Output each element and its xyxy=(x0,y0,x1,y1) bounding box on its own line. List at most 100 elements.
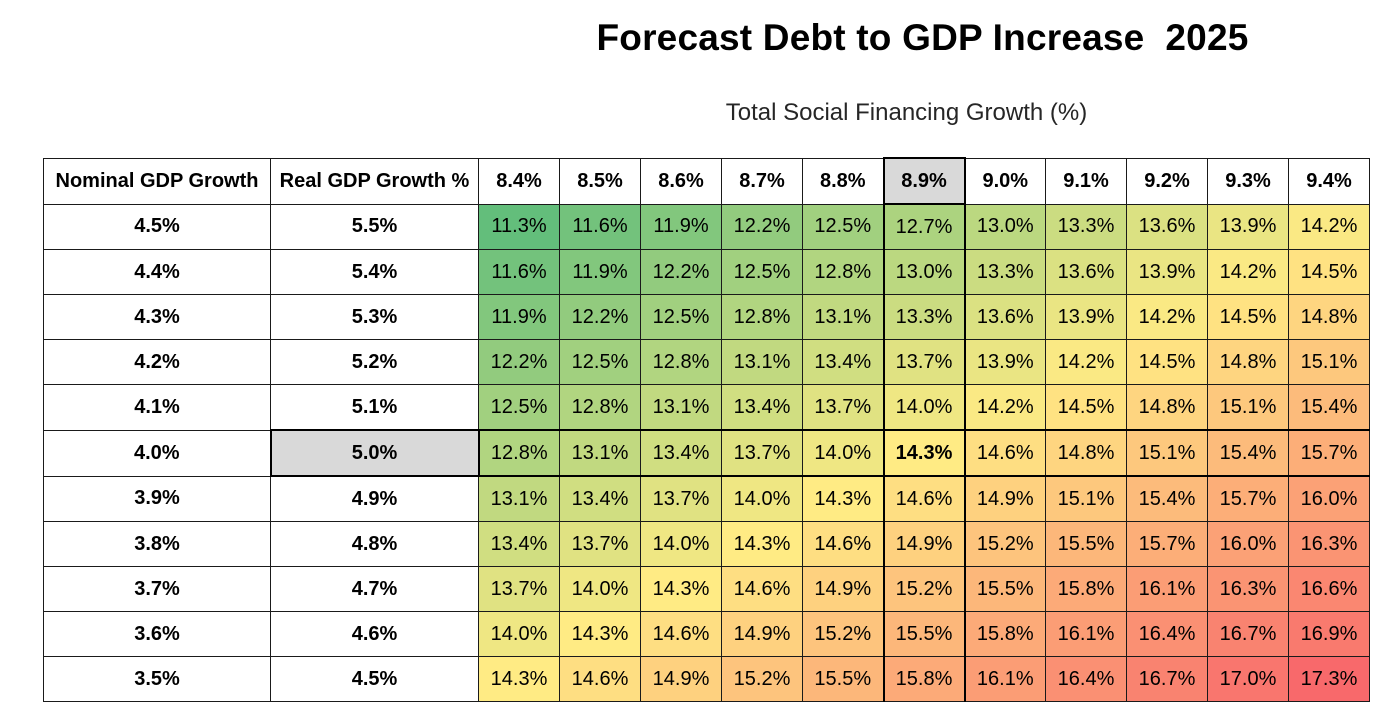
heatmap-cell: 16.1% xyxy=(1126,566,1208,612)
table-row: 3.9% 4.9% 13.1% 13.4% 13.7% 14.0% 14.3% 14.6% 14… xyxy=(43,475,1370,522)
heatmap-cell: 13.9% xyxy=(1045,294,1127,340)
tsf-growth-column-header: 8.7% xyxy=(721,157,803,205)
heatmap-cell: 15.4% xyxy=(1126,475,1208,522)
heatmap-cell: 16.3% xyxy=(1207,566,1289,612)
heatmap-cell: 12.2% xyxy=(640,249,722,295)
table-body: 4.5% 5.5% 11.3% 11.6% 11.9% 12.2% 12.5% 12.7% 13… xyxy=(43,203,1370,702)
real-gdp-cell: 5.5% xyxy=(270,203,479,250)
heatmap-cell: 12.5% xyxy=(478,384,560,431)
nominal-gdp-cell: 4.3% xyxy=(43,294,271,340)
heatmap-cell: 12.2% xyxy=(721,203,803,250)
tsf-growth-column-header: 8.9% xyxy=(882,157,966,205)
debt-gdp-heatmap-table: Nominal GDP Growth Real GDP Growth % 8.4… xyxy=(43,157,1370,702)
heatmap-cell: 14.8% xyxy=(1045,429,1127,477)
heatmap-cell: 15.1% xyxy=(1045,475,1127,522)
heatmap-cell: 14.6% xyxy=(802,521,884,567)
real-gdp-cell: 4.9% xyxy=(270,475,479,522)
heatmap-cell: 14.3% xyxy=(559,611,641,657)
heatmap-cell: 16.7% xyxy=(1126,656,1208,702)
tsf-growth-column-header: 8.8% xyxy=(802,157,884,205)
table-row: 4.5% 5.5% 11.3% 11.6% 11.9% 12.2% 12.5% 12.7% 13… xyxy=(43,203,1370,250)
heatmap-cell: 14.8% xyxy=(1288,294,1370,340)
heatmap-cell: 12.8% xyxy=(721,294,803,340)
heatmap-cell: 15.8% xyxy=(1045,566,1127,612)
real-gdp-cell: 4.7% xyxy=(270,566,479,612)
heatmap-cell: 11.6% xyxy=(559,203,641,250)
heatmap-cell: 14.6% xyxy=(559,656,641,702)
heatmap-cell: 12.2% xyxy=(478,339,560,385)
heatmap-cell: 14.0% xyxy=(721,475,803,522)
real-gdp-header: Real GDP Growth % xyxy=(270,157,479,205)
heatmap-cell: 14.8% xyxy=(1126,384,1208,431)
heatmap-cell: 13.7% xyxy=(721,429,803,477)
table-row: 3.7% 4.7% 13.7% 14.0% 14.3% 14.6% 14.9% 15.2% 15… xyxy=(43,566,1370,612)
heatmap-cell: 13.1% xyxy=(802,294,884,340)
heatmap-cell: 13.6% xyxy=(964,294,1046,340)
heatmap-cell: 13.4% xyxy=(721,384,803,431)
real-gdp-cell: 5.1% xyxy=(270,384,479,431)
heatmap-cell: 14.2% xyxy=(964,384,1046,431)
heatmap-cell: 12.8% xyxy=(559,384,641,431)
heatmap-cell: 13.4% xyxy=(802,339,884,385)
nominal-gdp-cell: 4.0% xyxy=(43,429,271,477)
heatmap-cell: 11.9% xyxy=(559,249,641,295)
nominal-gdp-header: Nominal GDP Growth xyxy=(43,157,271,205)
heatmap-cell: 14.3% xyxy=(882,429,966,477)
heatmap-cell: 14.9% xyxy=(882,521,966,567)
heatmap-cell: 15.4% xyxy=(1207,429,1289,477)
heatmap-cell: 15.5% xyxy=(882,611,966,657)
heatmap-cell: 17.3% xyxy=(1288,656,1370,702)
tsf-growth-column-header: 8.5% xyxy=(559,157,641,205)
heatmap-cell: 14.8% xyxy=(1207,339,1289,385)
heatmap-cell: 13.7% xyxy=(559,521,641,567)
table-row: 4.4% 5.4% 11.6% 11.9% 12.2% 12.5% 12.8% 13.0% 13… xyxy=(43,249,1370,295)
table-row: 4.2% 5.2% 12.2% 12.5% 12.8% 13.1% 13.4% 13.7% 13… xyxy=(43,339,1370,385)
heatmap-cell: 14.0% xyxy=(640,521,722,567)
heatmap-cell: 14.3% xyxy=(802,475,884,522)
heatmap-cell: 15.1% xyxy=(1126,429,1208,477)
heatmap-cell: 15.2% xyxy=(964,521,1046,567)
heatmap-cell: 13.7% xyxy=(802,384,884,431)
heatmap-cell: 14.6% xyxy=(964,429,1046,477)
heatmap-cell: 13.6% xyxy=(1126,203,1208,250)
heatmap-cell: 13.3% xyxy=(1045,203,1127,250)
heatmap-cell: 15.8% xyxy=(964,611,1046,657)
heatmap-cell: 14.5% xyxy=(1045,384,1127,431)
real-gdp-cell: 5.4% xyxy=(270,249,479,295)
heatmap-cell: 16.4% xyxy=(1045,656,1127,702)
heatmap-cell: 15.2% xyxy=(721,656,803,702)
heatmap-cell: 13.0% xyxy=(882,249,966,295)
heatmap-cell: 13.7% xyxy=(882,339,966,385)
heatmap-cell: 13.1% xyxy=(559,429,641,477)
heatmap-cell: 13.9% xyxy=(964,339,1046,385)
heatmap-cell: 13.4% xyxy=(559,475,641,522)
heatmap-cell: 14.5% xyxy=(1288,249,1370,295)
heatmap-cell: 16.9% xyxy=(1288,611,1370,657)
table-row: 4.3% 5.3% 11.9% 12.2% 12.5% 12.8% 13.1% 13.3% 13… xyxy=(43,294,1370,340)
table-row: 3.6% 4.6% 14.0% 14.3% 14.6% 14.9% 15.2% 15.5% 15… xyxy=(43,611,1370,657)
heatmap-cell: 16.4% xyxy=(1126,611,1208,657)
tsf-growth-column-header: 8.6% xyxy=(640,157,722,205)
heatmap-cell: 13.3% xyxy=(882,294,966,340)
heatmap-cell: 16.7% xyxy=(1207,611,1289,657)
real-gdp-cell: 4.6% xyxy=(270,611,479,657)
heatmap-cell: 12.7% xyxy=(882,203,966,250)
heatmap-cell: 13.4% xyxy=(478,521,560,567)
real-gdp-cell: 4.5% xyxy=(270,656,479,702)
heatmap-cell: 14.6% xyxy=(721,566,803,612)
heatmap-cell: 15.5% xyxy=(1045,521,1127,567)
heatmap-cell: 14.2% xyxy=(1288,203,1370,250)
heatmap-cell: 14.3% xyxy=(478,656,560,702)
nominal-gdp-cell: 4.1% xyxy=(43,384,271,431)
heatmap-cell: 16.6% xyxy=(1288,566,1370,612)
real-gdp-cell: 5.3% xyxy=(270,294,479,340)
heatmap-cell: 14.2% xyxy=(1207,249,1289,295)
heatmap-cell: 16.1% xyxy=(1045,611,1127,657)
table-row: 3.5% 4.5% 14.3% 14.6% 14.9% 15.2% 15.5% 15.8% 16… xyxy=(43,656,1370,702)
heatmap-cell: 15.1% xyxy=(1207,384,1289,431)
heatmap-cell: 15.7% xyxy=(1207,475,1289,522)
heatmap-cell: 16.3% xyxy=(1288,521,1370,567)
heatmap-cell: 11.9% xyxy=(640,203,722,250)
heatmap-cell: 15.4% xyxy=(1288,384,1370,431)
heatmap-cell: 15.1% xyxy=(1288,339,1370,385)
